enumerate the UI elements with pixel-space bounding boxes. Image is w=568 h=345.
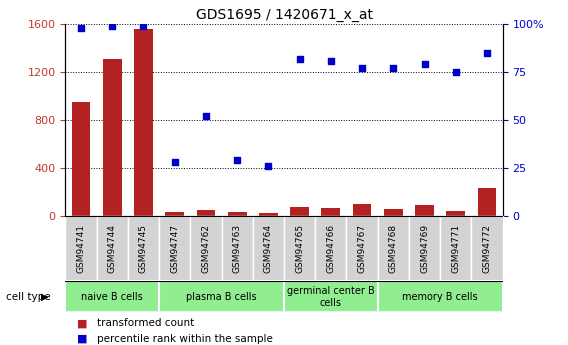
Text: percentile rank within the sample: percentile rank within the sample (97, 334, 273, 344)
Bar (190, 216, 222, 281)
Bar (321, 208, 340, 216)
Text: ■: ■ (77, 318, 87, 328)
Text: GSM94765: GSM94765 (295, 224, 304, 273)
Text: GSM94744: GSM94744 (108, 224, 116, 273)
Text: plasma B cells: plasma B cells (186, 292, 257, 302)
Point (170, 159, 179, 165)
Text: memory B cells: memory B cells (402, 292, 478, 302)
Bar (228, 212, 247, 216)
Bar (384, 209, 403, 216)
Point (264, 163, 273, 169)
Text: GSM94745: GSM94745 (139, 224, 148, 273)
Title: GDS1695 / 1420671_x_at: GDS1695 / 1420671_x_at (195, 8, 373, 22)
Point (326, 58, 335, 63)
Point (295, 56, 304, 61)
Bar (353, 204, 371, 216)
Bar (103, 59, 122, 216)
Bar (471, 216, 503, 281)
Text: GSM94741: GSM94741 (77, 224, 85, 273)
Text: GSM94766: GSM94766 (327, 224, 335, 273)
Text: naive B cells: naive B cells (81, 292, 143, 302)
Bar (440, 216, 471, 281)
Bar (222, 216, 253, 281)
Bar (290, 207, 309, 216)
Text: GSM94767: GSM94767 (358, 224, 366, 273)
Text: ▶: ▶ (41, 292, 48, 302)
Bar (159, 281, 284, 312)
Text: GSM94769: GSM94769 (420, 224, 429, 273)
Bar (446, 211, 465, 216)
Bar (378, 281, 503, 312)
Bar (409, 216, 440, 281)
Text: cell type: cell type (6, 292, 51, 302)
Point (420, 62, 429, 67)
Bar (415, 205, 434, 216)
Text: germinal center B
cells: germinal center B cells (287, 286, 375, 307)
Point (76, 25, 86, 31)
Point (108, 23, 117, 29)
Bar (134, 29, 153, 216)
Text: GSM94764: GSM94764 (264, 224, 273, 273)
Text: transformed count: transformed count (97, 318, 194, 328)
Point (483, 50, 492, 56)
Point (233, 157, 242, 163)
Bar (284, 281, 378, 312)
Text: ■: ■ (77, 334, 87, 344)
Bar (259, 213, 278, 216)
Text: GSM94772: GSM94772 (483, 224, 491, 273)
Bar (315, 216, 346, 281)
Bar (197, 210, 215, 216)
Bar (346, 216, 378, 281)
Bar (65, 281, 159, 312)
Bar (378, 216, 409, 281)
Point (202, 113, 211, 119)
Bar (478, 188, 496, 216)
Bar (159, 216, 190, 281)
Text: GSM94771: GSM94771 (452, 224, 460, 273)
Point (139, 23, 148, 29)
Point (358, 66, 367, 71)
Bar (65, 216, 97, 281)
Bar (253, 216, 284, 281)
Text: GSM94768: GSM94768 (389, 224, 398, 273)
Bar (97, 216, 128, 281)
Bar (72, 102, 90, 216)
Point (451, 69, 460, 75)
Text: GSM94747: GSM94747 (170, 224, 179, 273)
Bar (284, 216, 315, 281)
Point (389, 66, 398, 71)
Text: GSM94762: GSM94762 (202, 224, 210, 273)
Bar (128, 216, 159, 281)
Bar (165, 212, 184, 216)
Text: GSM94763: GSM94763 (233, 224, 241, 273)
